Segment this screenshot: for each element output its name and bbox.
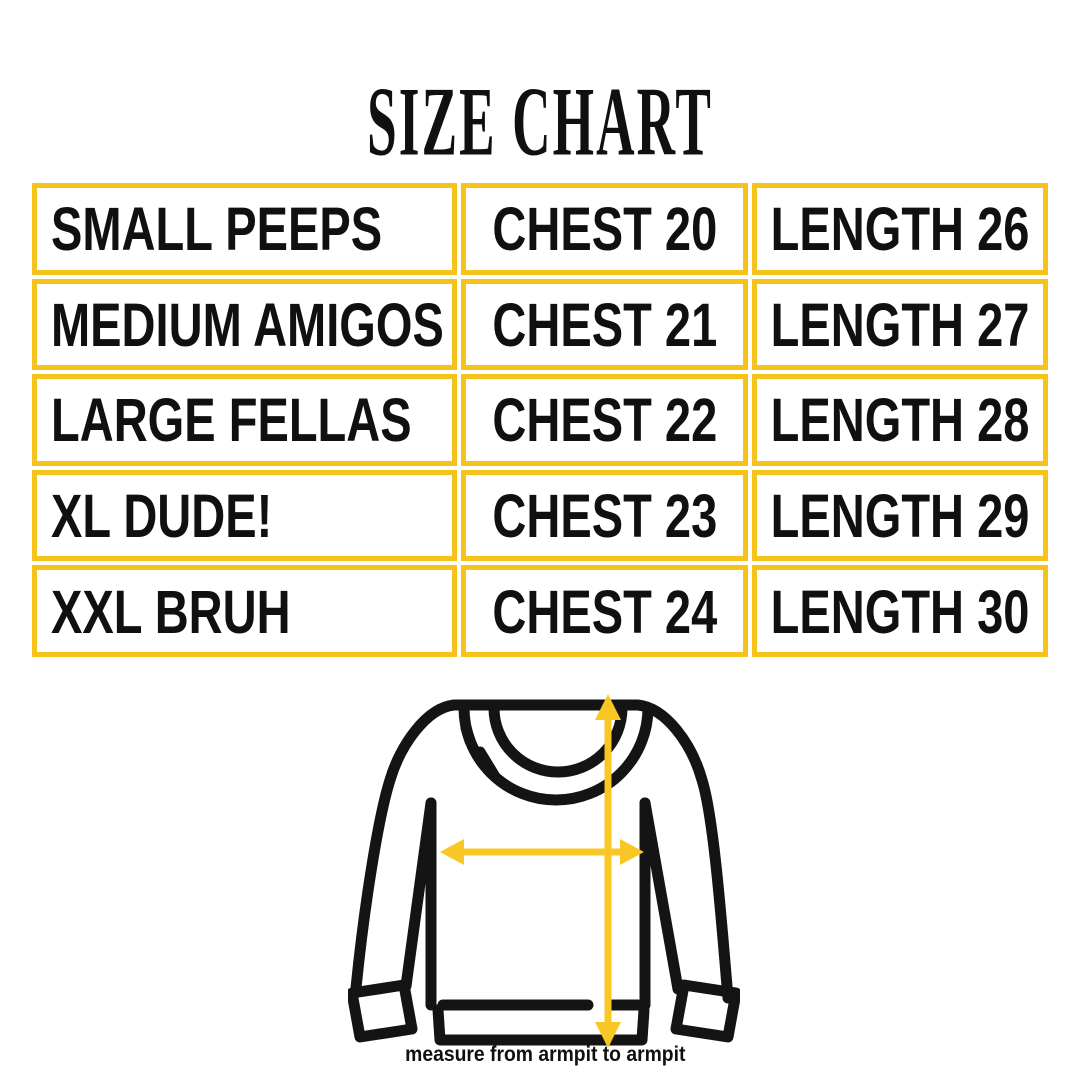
chest-value: CHEST 23: [492, 480, 717, 551]
size-label: XXL BRUH: [51, 576, 291, 646]
chest-cell: CHEST 24: [461, 565, 748, 657]
page-title: SIZE CHART: [0, 73, 1080, 172]
size-label-cell: SMALL PEEPS: [32, 183, 457, 275]
size-table: SMALL PEEPS CHEST 20 LENGTH 26 MEDIUM AM…: [32, 183, 1048, 657]
page-title-text: SIZE CHART: [367, 67, 713, 177]
length-cell: LENGTH 29: [752, 469, 1048, 562]
length-value: LENGTH 28: [770, 385, 1030, 455]
measurement-caption: measure from armpit to armpit: [10, 1040, 1080, 1070]
length-cell: LENGTH 28: [752, 374, 1048, 466]
size-label-cell: XL DUDE!: [32, 469, 457, 562]
size-label: SMALL PEEPS: [51, 194, 383, 264]
chest-cell: CHEST 22: [461, 374, 748, 466]
chest-value: CHEST 20: [492, 194, 717, 264]
length-cell: LENGTH 27: [752, 278, 1048, 371]
sweater-icon: [348, 694, 740, 1048]
length-cell: LENGTH 30: [752, 565, 1048, 657]
size-label: MEDIUM AMIGOS: [51, 289, 444, 360]
size-label-cell: XXL BRUH: [32, 565, 457, 657]
size-label-cell: MEDIUM AMIGOS: [32, 278, 457, 371]
length-value: LENGTH 30: [770, 576, 1030, 646]
chest-value: CHEST 24: [492, 576, 717, 646]
length-value: LENGTH 26: [770, 194, 1030, 264]
length-value: LENGTH 27: [770, 289, 1030, 360]
chest-cell: CHEST 23: [461, 469, 748, 562]
size-label: XL DUDE!: [51, 480, 273, 551]
chest-cell: CHEST 21: [461, 278, 748, 371]
length-cell: LENGTH 26: [752, 183, 1048, 275]
measurement-caption-text: measure from armpit to armpit: [404, 1043, 686, 1066]
chest-arrow-icon: [440, 839, 644, 865]
chest-cell: CHEST 20: [461, 183, 748, 275]
length-value: LENGTH 29: [770, 480, 1030, 551]
size-label-cell: LARGE FELLAS: [32, 374, 457, 466]
sweater-outline: [348, 699, 740, 1046]
chest-value: CHEST 21: [492, 289, 717, 360]
length-arrow-icon: [595, 694, 621, 1048]
chest-value: CHEST 22: [492, 385, 717, 455]
size-label: LARGE FELLAS: [51, 385, 412, 455]
